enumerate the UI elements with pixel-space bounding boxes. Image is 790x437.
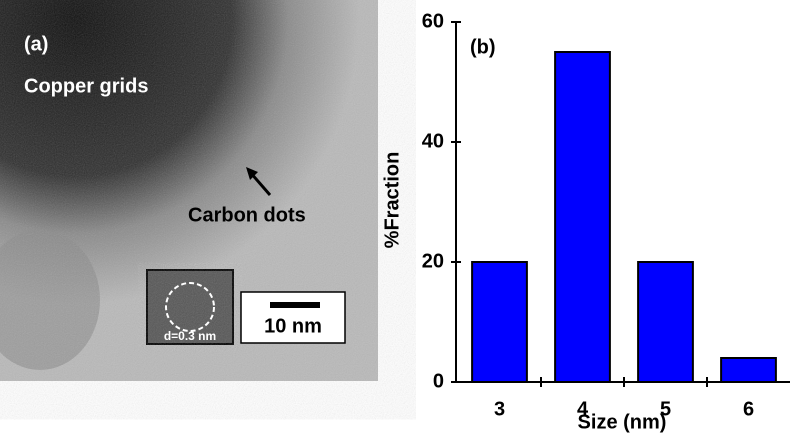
tem-image: (a) Copper grids Carbon dots d=0.3 nm 10… bbox=[0, 0, 378, 381]
x-tick-label: 3 bbox=[494, 398, 505, 420]
y-tick-label: 0 bbox=[433, 370, 444, 392]
arrow-label: Carbon dots bbox=[188, 204, 306, 226]
y-tick-label: 20 bbox=[422, 250, 444, 272]
x-axis-label: Size (nm) bbox=[578, 411, 667, 433]
scale-label: 10 nm bbox=[264, 315, 322, 337]
bar bbox=[721, 358, 776, 382]
panel-label: (a) bbox=[24, 33, 48, 55]
x-tick-label: 5 bbox=[660, 398, 671, 420]
figure: (a) Copper grids Carbon dots d=0.3 nm 10… bbox=[0, 0, 790, 437]
region-label: Copper grids bbox=[24, 75, 148, 97]
y-axis-label: %Fraction bbox=[381, 152, 403, 249]
x-tick-label: 4 bbox=[577, 398, 589, 420]
bar bbox=[555, 52, 610, 382]
inset-label: d=0.3 nm bbox=[164, 329, 216, 343]
panel-label: (b) bbox=[470, 36, 496, 58]
y-tick-label: 60 bbox=[422, 10, 444, 32]
bar bbox=[472, 262, 527, 382]
bar-chart: (b) Size (nm) %Fraction 0 20 40 60 3 4 5 6 bbox=[381, 10, 790, 433]
scale-bar bbox=[270, 302, 320, 308]
y-tick-label: 40 bbox=[422, 130, 444, 152]
x-tick-label: 6 bbox=[743, 398, 754, 420]
bar bbox=[638, 262, 693, 382]
